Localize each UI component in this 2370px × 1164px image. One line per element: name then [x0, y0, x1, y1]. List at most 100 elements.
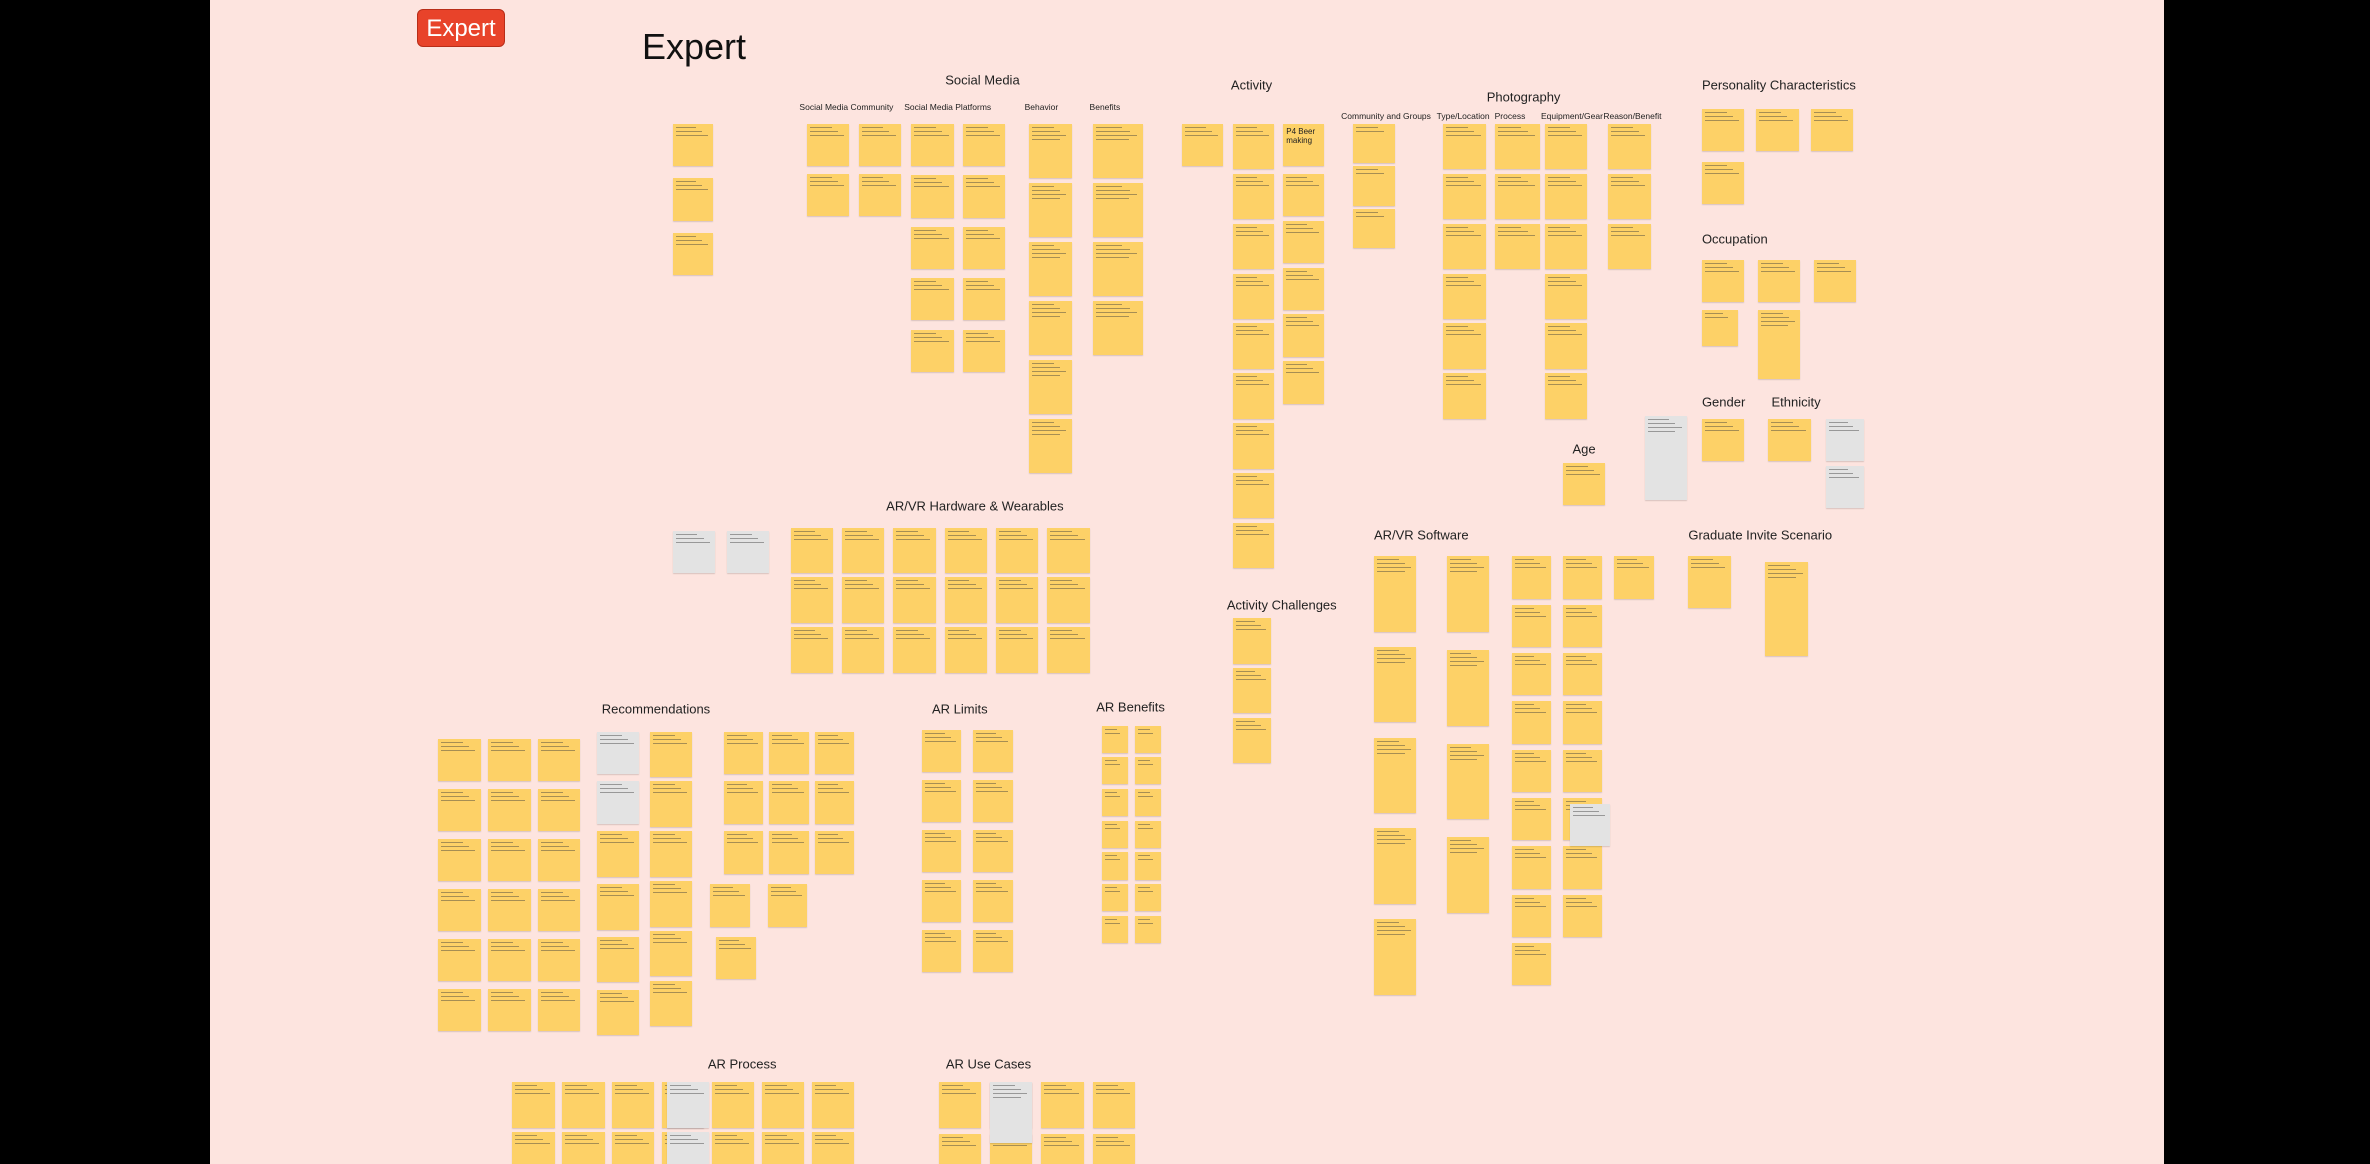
sticky-note: [1352, 208, 1396, 248]
sticky-note: [1092, 1133, 1136, 1164]
sticky-note: [438, 789, 481, 832]
sticky-note: [538, 938, 581, 981]
sticky-note: [1768, 418, 1811, 461]
sticky-note: [973, 929, 1013, 972]
sticky-note: [538, 888, 581, 932]
sticky-note: [922, 929, 962, 972]
sticky-note: [790, 627, 833, 673]
sticky-note: [1443, 123, 1486, 170]
sticky-note: [1233, 373, 1275, 419]
sticky-note: [944, 527, 987, 573]
section-heading: AR Process: [707, 1056, 777, 1072]
section-heading: AR/VR Hardware & Wearables: [886, 498, 1064, 514]
section-heading: AR Use Cases: [945, 1056, 1032, 1072]
sticky-note: [944, 627, 987, 673]
sticky-note: [711, 1082, 755, 1128]
sticky-note: [1373, 828, 1417, 904]
sticky-note: [1373, 918, 1417, 995]
sticky-note: [911, 278, 954, 321]
sticky-note: [597, 781, 640, 824]
sticky-note: [649, 931, 693, 977]
sticky-note: [1562, 749, 1603, 793]
sticky-note: [1570, 804, 1610, 847]
sticky-note: [1041, 1133, 1084, 1164]
sticky-note: [1644, 415, 1687, 501]
sticky-note: [1825, 465, 1864, 508]
sticky-note: [1233, 473, 1275, 519]
board: [210, 0, 2164, 1164]
sticky-note: [893, 527, 936, 573]
sticky-note: [973, 829, 1013, 873]
sticky-note: [1101, 789, 1128, 817]
sticky-note: [1446, 743, 1489, 820]
sticky-note: [911, 123, 954, 167]
sticky-note: [1352, 123, 1396, 164]
sticky-note: [922, 829, 962, 873]
sticky-note: [562, 1132, 605, 1164]
sticky-note: [672, 232, 714, 276]
sticky-note: [962, 226, 1006, 270]
sticky-note: [1446, 649, 1489, 726]
sticky-note: [1233, 223, 1275, 270]
sticky-note: [807, 173, 850, 217]
sticky-note: [1233, 423, 1275, 469]
sticky-note: [512, 1132, 555, 1164]
subheading: Reason/Benefit: [1603, 111, 1662, 122]
sticky-note: [1544, 173, 1588, 220]
sticky-note: [1562, 604, 1603, 647]
sticky-note: [1562, 846, 1603, 889]
sticky-note: [1608, 123, 1651, 170]
sticky-note: [1135, 884, 1161, 912]
sticky-note: [1494, 173, 1541, 220]
sticky-note: [649, 731, 693, 777]
sticky-note: [1544, 373, 1588, 419]
section-heading: Activity Challenges: [1226, 597, 1337, 613]
subheading: Benefits: [1089, 102, 1121, 113]
sticky-note: [922, 879, 962, 922]
section-heading: Recommendations: [601, 701, 711, 717]
sticky-note: [790, 577, 833, 623]
sticky-note: [1101, 757, 1128, 785]
sticky-note: [612, 1082, 655, 1128]
sticky-note: [1511, 556, 1551, 599]
sticky-note: [911, 226, 954, 270]
sticky-note: [761, 1132, 805, 1164]
sticky-note: [672, 123, 714, 167]
sticky-note: [1283, 314, 1325, 357]
sticky-note: [1373, 556, 1417, 632]
sticky-note: [938, 1133, 981, 1164]
sticky-note: [649, 881, 693, 927]
sticky-note: [1373, 646, 1417, 723]
sticky-note: [893, 577, 936, 623]
sticky-note: [1511, 943, 1551, 986]
sticky-note: [538, 838, 581, 882]
sticky-note: [1101, 884, 1128, 912]
sticky-note: [1813, 259, 1857, 303]
sticky-note: [814, 831, 854, 874]
sticky-note: [1494, 123, 1541, 170]
sticky-note: [1544, 123, 1588, 170]
sticky-note: [1283, 173, 1325, 217]
sticky-note: [922, 730, 962, 773]
sticky-note: [1511, 846, 1551, 889]
sticky-note: [1047, 527, 1090, 573]
sticky-note: [962, 175, 1006, 218]
expert-button[interactable]: Expert: [417, 9, 505, 47]
sticky-note: P4 Beer making: [1283, 123, 1325, 167]
sticky-note: [1135, 915, 1161, 944]
subheading: Social Media Platforms: [904, 102, 992, 113]
sticky-note: [1443, 273, 1486, 319]
sticky-note: [666, 1082, 709, 1128]
sticky-note: [1233, 522, 1275, 569]
sticky-note: [962, 278, 1006, 321]
sticky-note: [1446, 556, 1489, 632]
sticky-note: [1373, 737, 1417, 814]
section-heading: Social Media: [945, 72, 1020, 88]
sticky-note: [672, 530, 715, 573]
sticky-note: [790, 527, 833, 573]
sticky-note: [538, 988, 581, 1031]
sticky-note: [996, 527, 1039, 573]
sticky-note: [761, 1082, 805, 1128]
subheading: Behavior: [1024, 102, 1059, 113]
